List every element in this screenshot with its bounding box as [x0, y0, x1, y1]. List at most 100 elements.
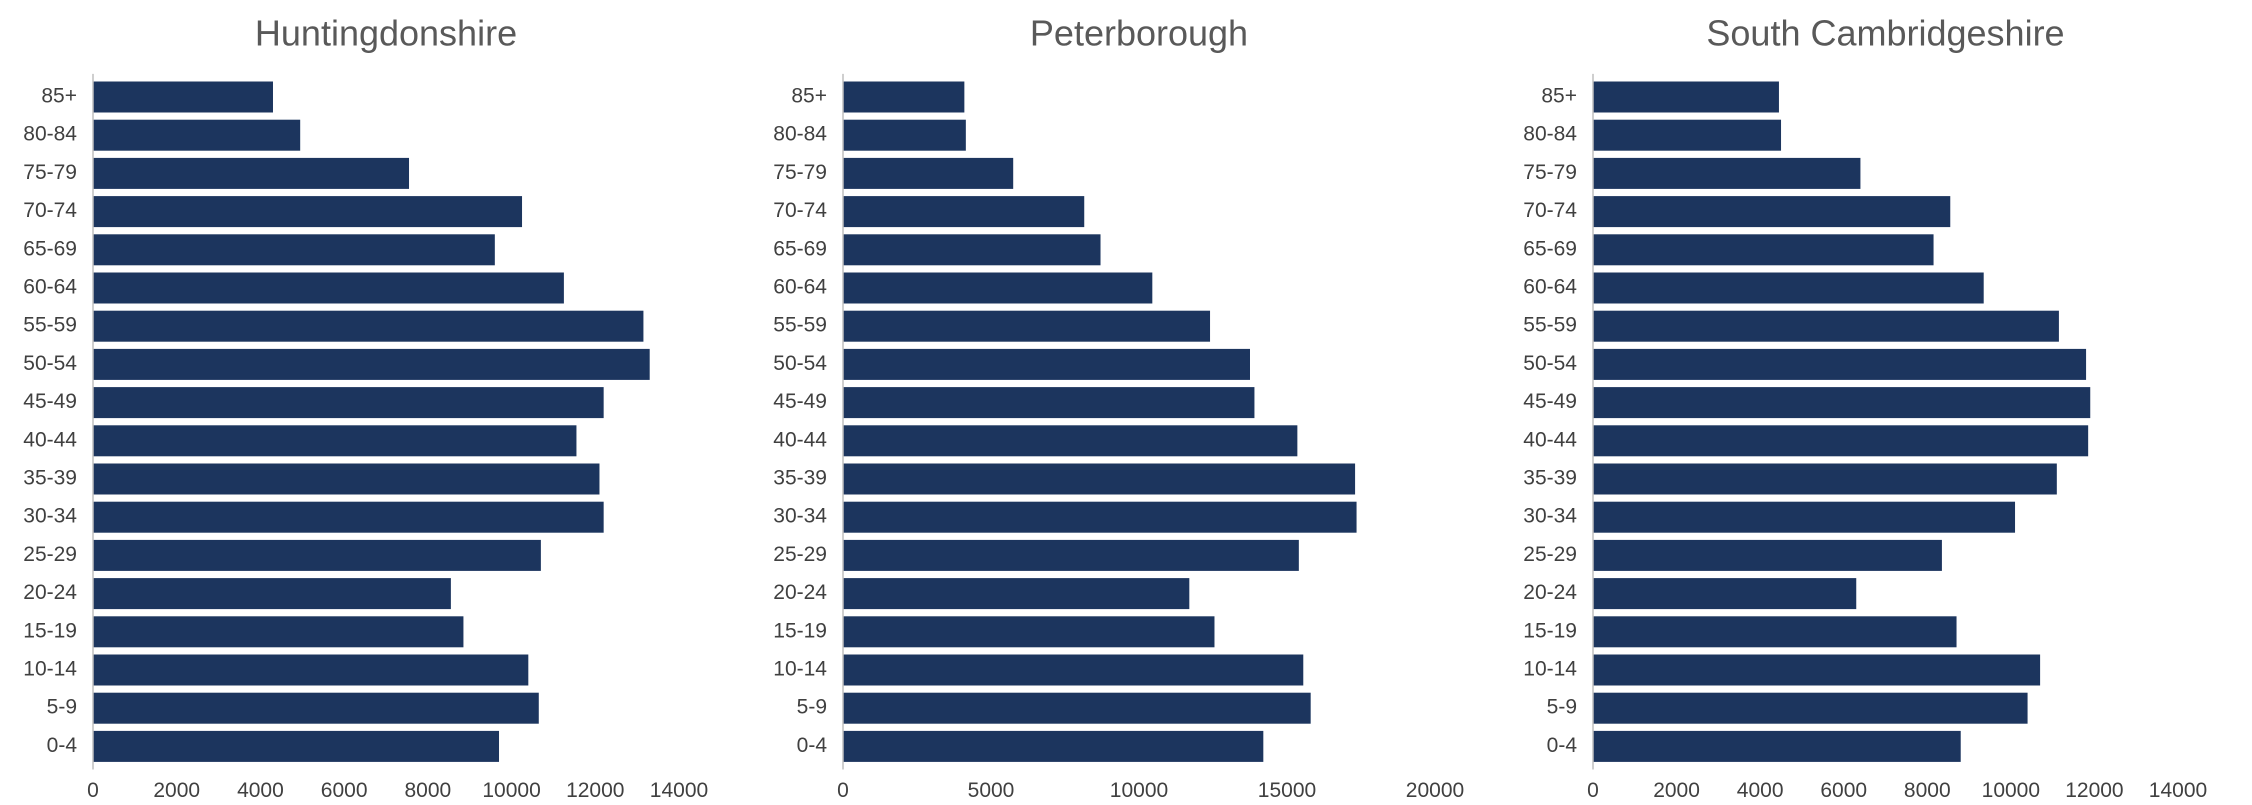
bar-0-4: [843, 730, 1264, 762]
category-label: 70-74: [773, 199, 827, 222]
bar-15-19: [843, 616, 1215, 648]
x-tick-label: 10000: [1982, 779, 2040, 802]
category-label: 60-64: [773, 276, 827, 299]
category-label: 60-64: [1523, 276, 1577, 299]
bar-80-84: [1593, 119, 1782, 151]
bar-10-14: [93, 654, 529, 686]
bar-15-19: [1593, 616, 1957, 648]
x-tick-label: 10000: [1110, 779, 1168, 802]
category-label: 25-29: [773, 543, 827, 566]
category-label: 75-79: [773, 161, 827, 184]
bar-45-49: [1593, 387, 2091, 419]
bar-55-59: [1593, 310, 2059, 342]
bar-50-54: [843, 348, 1250, 380]
x-tick-label: 6000: [1820, 779, 1867, 802]
bar-0-4: [1593, 730, 1961, 762]
category-label: 10-14: [1523, 658, 1577, 681]
category-label: 35-39: [773, 467, 827, 490]
category-label: 80-84: [23, 123, 77, 146]
bar-5-9: [93, 692, 539, 724]
bar-60-64: [843, 272, 1153, 304]
bar-80-84: [93, 119, 301, 151]
bar-35-39: [93, 463, 600, 495]
x-tick-label: 8000: [1904, 779, 1951, 802]
category-label: 15-19: [1523, 619, 1577, 642]
x-tick-label: 5000: [968, 779, 1015, 802]
x-tick-label: 6000: [321, 779, 368, 802]
category-label: 0-4: [797, 734, 828, 757]
bar-45-49: [93, 387, 604, 419]
bar-60-64: [93, 272, 564, 304]
bar-55-59: [843, 310, 1211, 342]
category-label: 25-29: [23, 543, 77, 566]
category-label: 5-9: [1547, 696, 1577, 719]
category-label: 45-49: [1523, 390, 1577, 413]
chart-title: Peterborough: [1030, 13, 1248, 54]
category-label: 15-19: [23, 619, 77, 642]
category-label: 55-59: [773, 314, 827, 337]
bar-75-79: [843, 157, 1014, 189]
category-label: 55-59: [1523, 314, 1577, 337]
category-label: 50-54: [1523, 352, 1577, 375]
category-label: 50-54: [23, 352, 77, 375]
category-label: 50-54: [773, 352, 827, 375]
category-label: 5-9: [47, 696, 77, 719]
category-label: 10-14: [23, 658, 77, 681]
bar-35-39: [843, 463, 1356, 495]
x-tick-label: 0: [1587, 779, 1599, 802]
x-tick-label: 20000: [1406, 779, 1464, 802]
x-tick-label: 2000: [1653, 779, 1700, 802]
category-label: 0-4: [1547, 734, 1578, 757]
bar-40-44: [93, 425, 577, 457]
category-label: 60-64: [23, 276, 77, 299]
bar-55-59: [93, 310, 644, 342]
bar-25-29: [93, 539, 541, 571]
x-tick-label: 4000: [237, 779, 284, 802]
bar-85+: [93, 81, 273, 113]
bar-20-24: [843, 578, 1190, 610]
category-label: 55-59: [23, 314, 77, 337]
bar-30-34: [843, 501, 1357, 533]
category-label: 20-24: [1523, 581, 1577, 604]
x-tick-label: 12000: [2065, 779, 2123, 802]
category-label: 40-44: [1523, 428, 1577, 451]
bar-20-24: [93, 578, 451, 610]
category-label: 80-84: [773, 123, 827, 146]
category-label: 65-69: [773, 237, 827, 260]
category-label: 35-39: [23, 467, 77, 490]
category-label: 20-24: [773, 581, 827, 604]
bar-25-29: [843, 539, 1299, 571]
bar-65-69: [93, 234, 495, 266]
category-label: 40-44: [23, 428, 77, 451]
category-label: 20-24: [23, 581, 77, 604]
x-tick-label: 0: [837, 779, 849, 802]
bar-10-14: [843, 654, 1304, 686]
category-label: 70-74: [23, 199, 77, 222]
bar-30-34: [1593, 501, 2016, 533]
chart-title: Huntingdonshire: [255, 13, 517, 54]
x-tick-label: 12000: [566, 779, 624, 802]
bar-5-9: [843, 692, 1311, 724]
category-label: 45-49: [23, 390, 77, 413]
category-label: 75-79: [23, 161, 77, 184]
bar-85+: [1593, 81, 1779, 113]
category-label: 5-9: [797, 696, 827, 719]
bar-10-14: [1593, 654, 2041, 686]
x-tick-label: 10000: [482, 779, 540, 802]
category-label: 75-79: [1523, 161, 1577, 184]
x-tick-label: 4000: [1737, 779, 1784, 802]
bar-40-44: [843, 425, 1298, 457]
x-tick-label: 0: [87, 779, 99, 802]
category-label: 30-34: [1523, 505, 1577, 528]
bar-75-79: [93, 157, 410, 189]
bar-70-74: [843, 196, 1085, 228]
bar-40-44: [1593, 425, 2089, 457]
category-label: 30-34: [773, 505, 827, 528]
bar-15-19: [93, 616, 464, 648]
category-label: 25-29: [1523, 543, 1577, 566]
category-label: 65-69: [1523, 237, 1577, 260]
bar-60-64: [1593, 272, 1984, 304]
bar-70-74: [93, 196, 523, 228]
chart-title: South Cambridgeshire: [1706, 13, 2064, 54]
